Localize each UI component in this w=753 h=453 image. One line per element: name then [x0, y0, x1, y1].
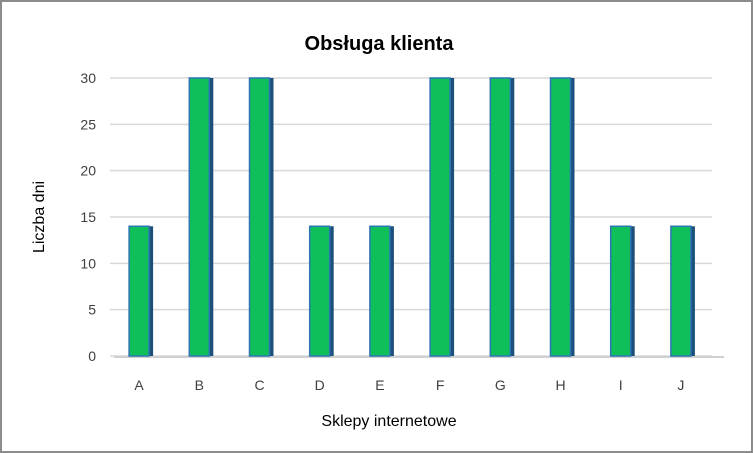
- bar-F: [429, 77, 455, 357]
- x-tick-label: D: [315, 377, 325, 393]
- x-tick-label: A: [134, 377, 144, 393]
- bar-side: [570, 78, 575, 356]
- bar-side: [209, 78, 214, 356]
- bars: [128, 77, 695, 357]
- bar-front: [609, 225, 632, 357]
- bar-side: [329, 226, 334, 356]
- y-tick-label: 0: [88, 348, 96, 364]
- x-tick-label: C: [254, 377, 264, 393]
- x-tick-label: B: [195, 377, 204, 393]
- bar-side: [510, 78, 515, 356]
- bar-side: [630, 226, 635, 356]
- bar-B: [188, 77, 214, 357]
- x-tick-label: G: [495, 377, 506, 393]
- y-tick-label: 25: [80, 116, 96, 132]
- bar-front: [369, 225, 391, 357]
- y-tick-label: 20: [80, 163, 96, 179]
- bar-side: [269, 78, 274, 356]
- bar-E: [369, 225, 394, 357]
- y-tick-label: 15: [80, 209, 96, 225]
- bar-front: [489, 77, 512, 357]
- bar-front: [670, 225, 692, 357]
- x-tick-label: J: [677, 377, 684, 393]
- y-axis-label: Liczba dni: [31, 181, 48, 253]
- bar-side: [690, 226, 695, 356]
- x-axis-ticks: A B C D E F G H I J: [134, 377, 684, 393]
- bar-front: [248, 77, 271, 357]
- y-tick-label: 30: [80, 70, 96, 86]
- x-axis-label: Sklepy internetowe: [321, 413, 456, 430]
- x-tick-label: I: [619, 377, 623, 393]
- bar-front: [128, 225, 150, 357]
- x-tick-label: H: [555, 377, 565, 393]
- bar-D: [308, 225, 334, 357]
- bar-front: [188, 77, 211, 357]
- bar-G: [489, 77, 515, 357]
- bar-side: [149, 226, 154, 356]
- bar-side: [389, 226, 394, 356]
- bar-H: [549, 77, 575, 357]
- bar-front: [429, 77, 451, 357]
- bar-C: [248, 77, 274, 357]
- y-axis-ticks: 0 5 10 15 20 25 30: [80, 70, 96, 364]
- y-tick-label: 10: [80, 255, 96, 271]
- bar-J: [670, 225, 695, 357]
- bar-front: [549, 77, 572, 357]
- y-tick-label: 5: [88, 302, 96, 318]
- bar-I: [609, 225, 635, 357]
- x-tick-label: E: [375, 377, 384, 393]
- bar-front: [308, 225, 331, 357]
- bar-A: [128, 225, 154, 357]
- chart-title: Obsługa klienta: [305, 33, 455, 55]
- x-tick-label: F: [436, 377, 445, 393]
- bar-side: [450, 78, 455, 356]
